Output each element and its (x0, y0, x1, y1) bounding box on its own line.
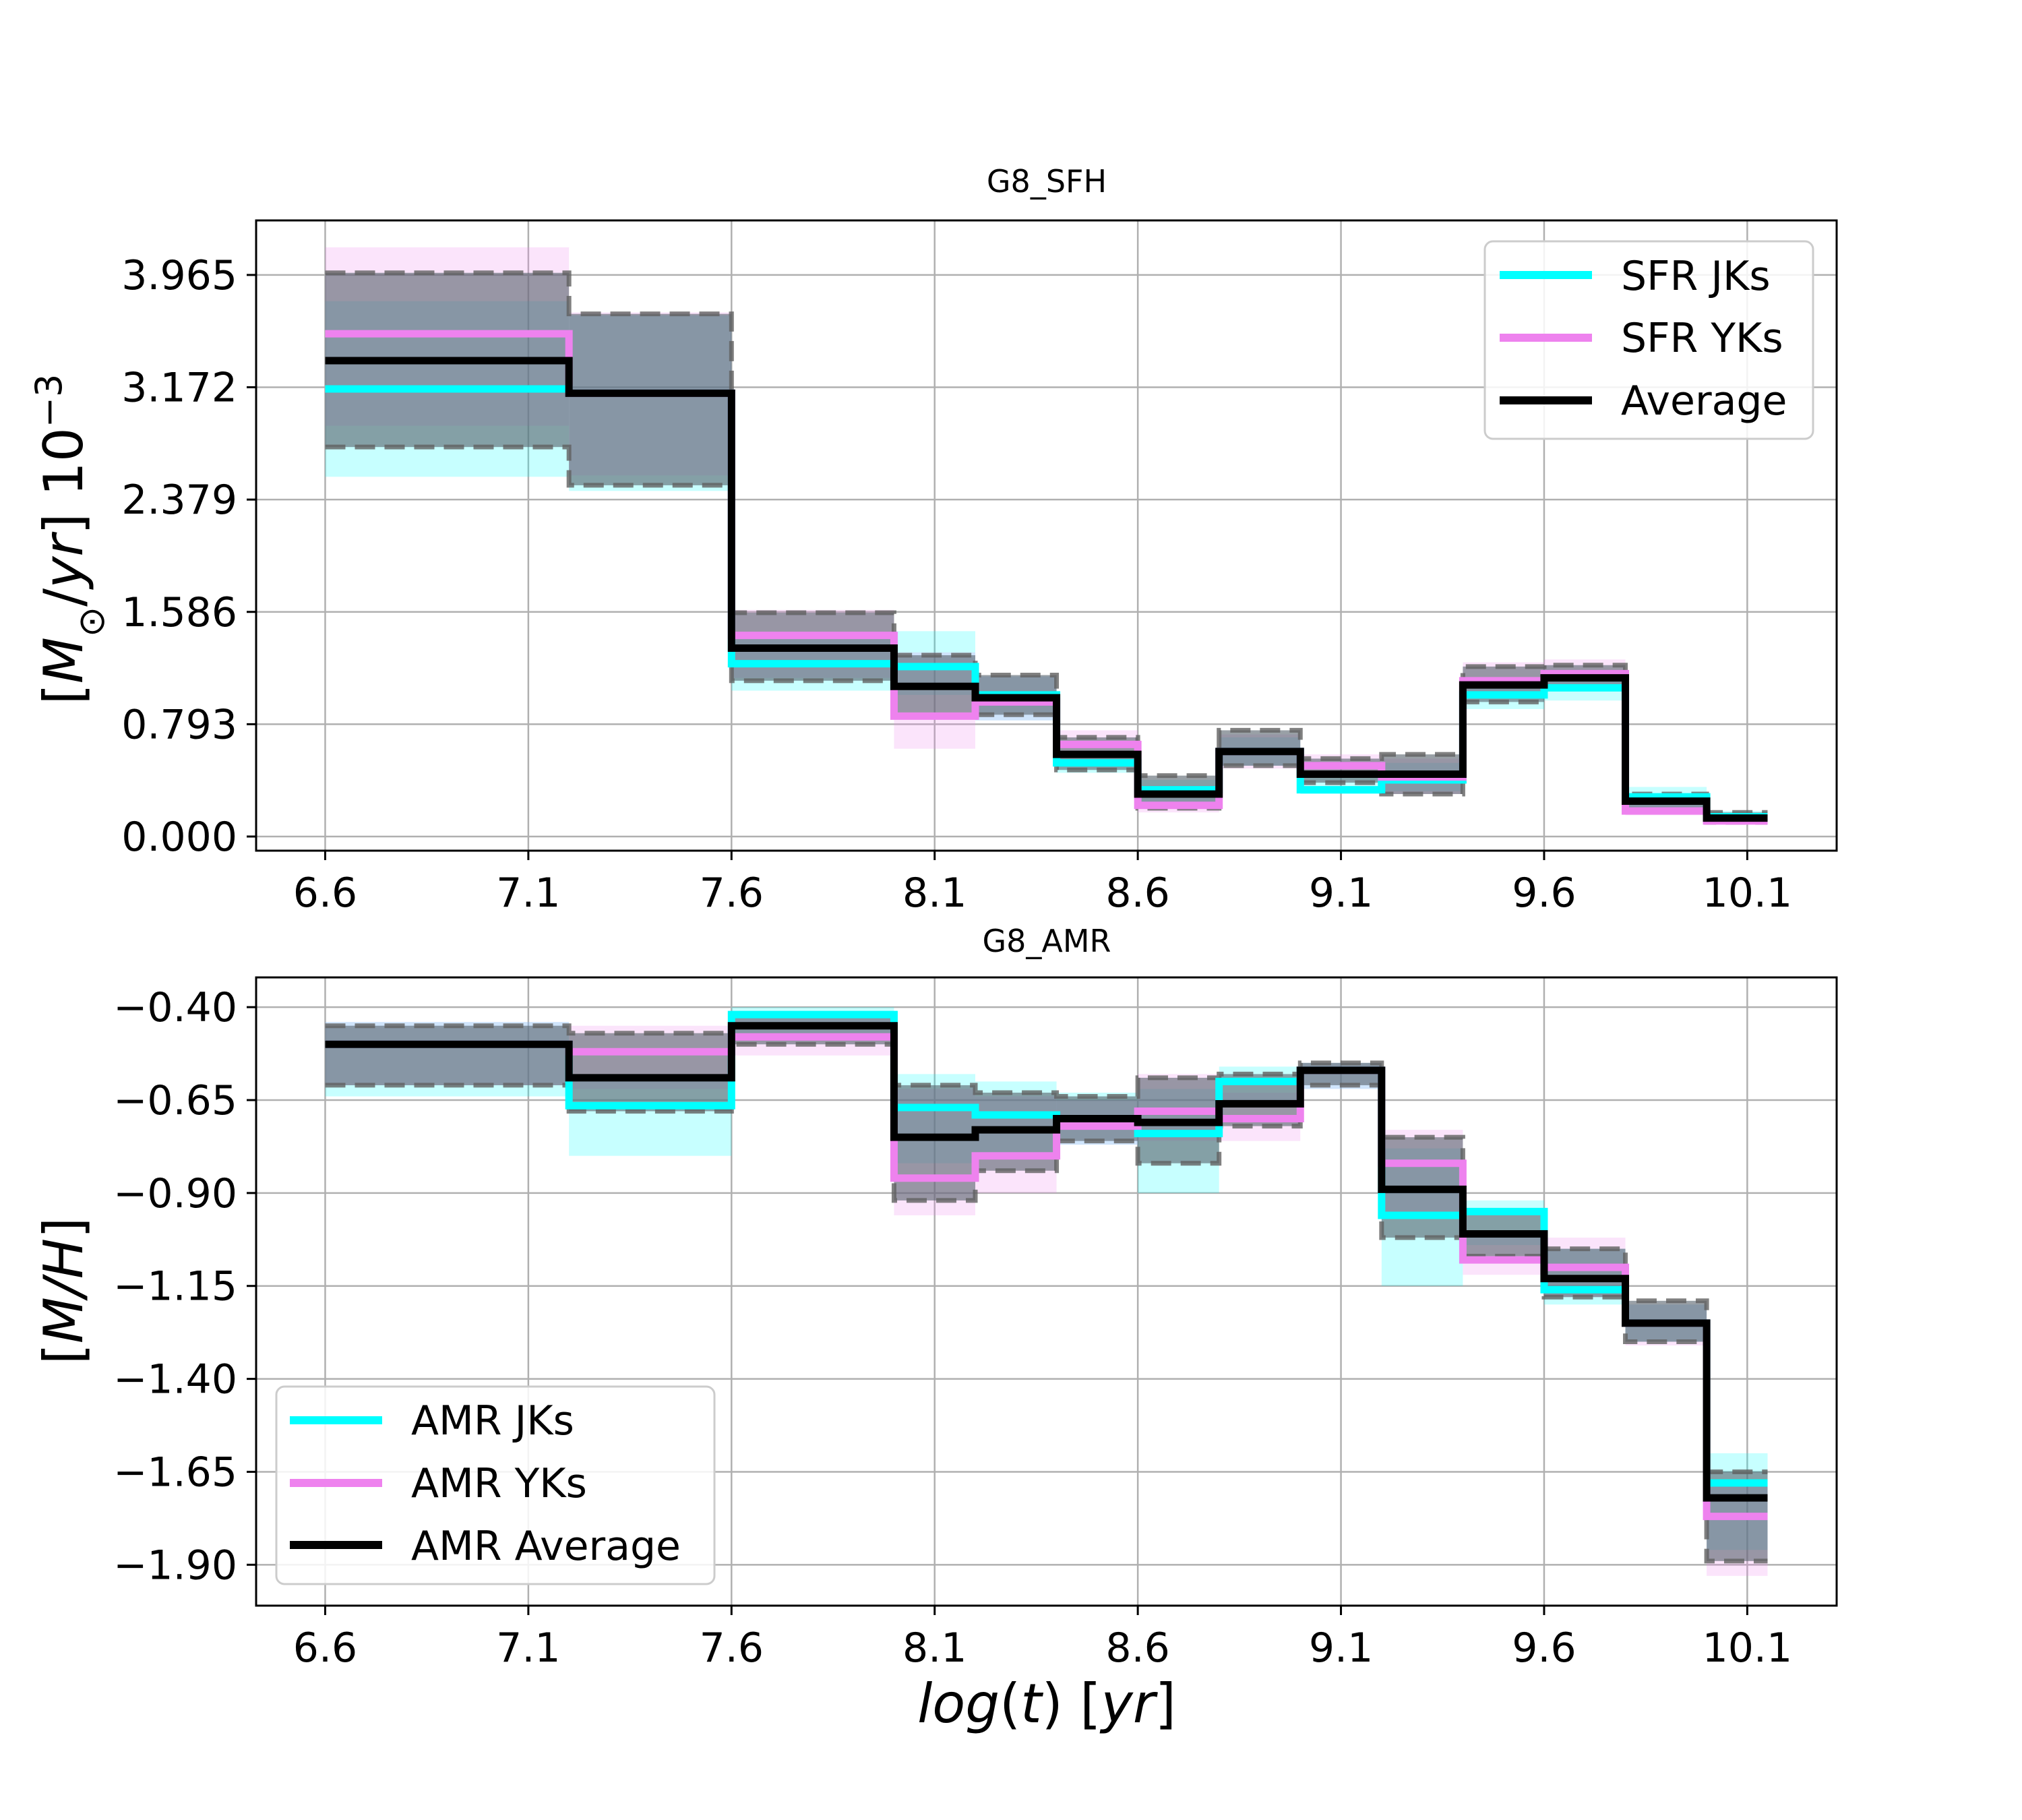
amr-amr-average-band (569, 1033, 732, 1112)
amr-x-tick-label: 10.1 (1703, 1625, 1793, 1672)
sfh-title: G8_SFH (987, 163, 1107, 200)
amr-y-axis-label: [M/H] (32, 1217, 95, 1365)
amr-x-ticks: 6.6 7.1 7.6 8.1 8.6 9.1 9.6 10.1 (293, 1606, 1792, 1672)
amr-y-tick-label: −0.40 (113, 984, 237, 1031)
legend-label-sfr-yks: SFR YKs (1621, 315, 1783, 362)
amr-x-tick-label: 7.1 (496, 1625, 560, 1672)
legend-label-amr-jks: AMR JKs (411, 1397, 574, 1445)
sfh-legend: SFR JKs SFR YKs Average (1483, 240, 1814, 440)
sfh-y-tick-label: 3.965 (121, 252, 237, 299)
sfh-x-tick-label: 8.1 (902, 870, 967, 917)
legend-label-amr-average: AMR Average (411, 1523, 681, 1570)
sfh-y-tick-label: 1.586 (121, 589, 237, 636)
amr-amr-average-band (894, 1085, 976, 1201)
sfh-x-ticks: 6.6 7.1 7.6 8.1 8.6 9.1 9.6 10.1 (293, 851, 1792, 917)
amr-amr-average-band (325, 1025, 570, 1085)
sfh-x-tick-label: 8.6 (1105, 870, 1169, 917)
amr-y-tick-label: −1.90 (113, 1542, 237, 1589)
amr-amr-average-line (325, 1022, 1768, 1502)
sfh-x-tick-label: 9.1 (1309, 870, 1373, 917)
sfh-y-axis-label: [M⊙/yr] 10−3 (28, 374, 113, 705)
amr-y-tick-label: −0.65 (113, 1077, 237, 1124)
sfh-y-tick-label: 0.793 (121, 701, 237, 748)
amr-legend: AMR JKs AMR YKs AMR Average (275, 1385, 716, 1585)
amr-x-tick-label: 9.6 (1512, 1625, 1576, 1672)
legend-label-sfr-jks: SFR JKs (1621, 253, 1771, 300)
amr-title: G8_AMR (982, 923, 1111, 959)
amr-y-tick-label: −0.90 (113, 1170, 237, 1217)
amr-amr-average-band (1300, 1062, 1382, 1085)
amr-x-tick-label: 9.1 (1309, 1625, 1373, 1672)
amr-x-tick-label: 6.6 (293, 1625, 357, 1672)
amr-y-ticks: −0.40 −0.65 −0.90 −1.15 −1.40 −1.65 −1.90 (113, 984, 256, 1589)
sfh-x-tick-label: 10.1 (1703, 870, 1793, 917)
amr-x-tick-label: 8.6 (1105, 1625, 1169, 1672)
amr-x-tick-label: 8.1 (902, 1625, 967, 1672)
sfh-average-band (569, 313, 732, 485)
amr-legend-box (275, 1385, 716, 1585)
sfh-plot-frame (255, 219, 1838, 852)
amr-y-tick-label: −1.15 (113, 1263, 237, 1310)
amr-panel: G8_AMR 6.6 7.1 7.6 8.1 8.6 9.1 9.6 10.1 −0.40−0… (32, 923, 1838, 1735)
sfh-y-tick-label: 3.172 (121, 365, 237, 412)
sfh-average-line (325, 357, 1768, 822)
sfh-x-tick-label: 7.6 (700, 870, 764, 917)
sfh-series-lines (325, 330, 1768, 825)
sfh-y-tick-label: 2.379 (121, 477, 237, 524)
sfh-x-tick-label: 9.6 (1512, 870, 1576, 917)
amr-plot-frame (255, 976, 1838, 1607)
sfh-y-ticks: 0.000 0.793 1.586 2.379 3.172 3.965 (121, 252, 256, 861)
sfh-x-tick-label: 6.6 (293, 870, 357, 917)
amr-y-tick-label: −1.65 (113, 1449, 237, 1496)
amr-series-lines (325, 1010, 1768, 1521)
sfh-legend-box (1483, 240, 1814, 440)
amr-average-lower-bound (325, 1041, 1768, 1564)
sfh-panel: G8_SFH 6.6 7.1 7.6 8.1 8.6 9.1 9.6 10.1 0.0000.… (28, 163, 1838, 917)
x-axis-label: log(t) [yr] (917, 1672, 1176, 1735)
sfh-y-tick-label: 0.000 (121, 814, 237, 861)
sfh-average-upper-bound (325, 270, 1768, 815)
amr-x-tick-label: 7.6 (700, 1625, 764, 1672)
amr-y-tick-label: −1.40 (113, 1356, 237, 1403)
sfh-x-tick-label: 7.1 (496, 870, 560, 917)
legend-label-amr-yks: AMR YKs (411, 1460, 587, 1507)
legend-label-average: Average (1621, 377, 1787, 425)
